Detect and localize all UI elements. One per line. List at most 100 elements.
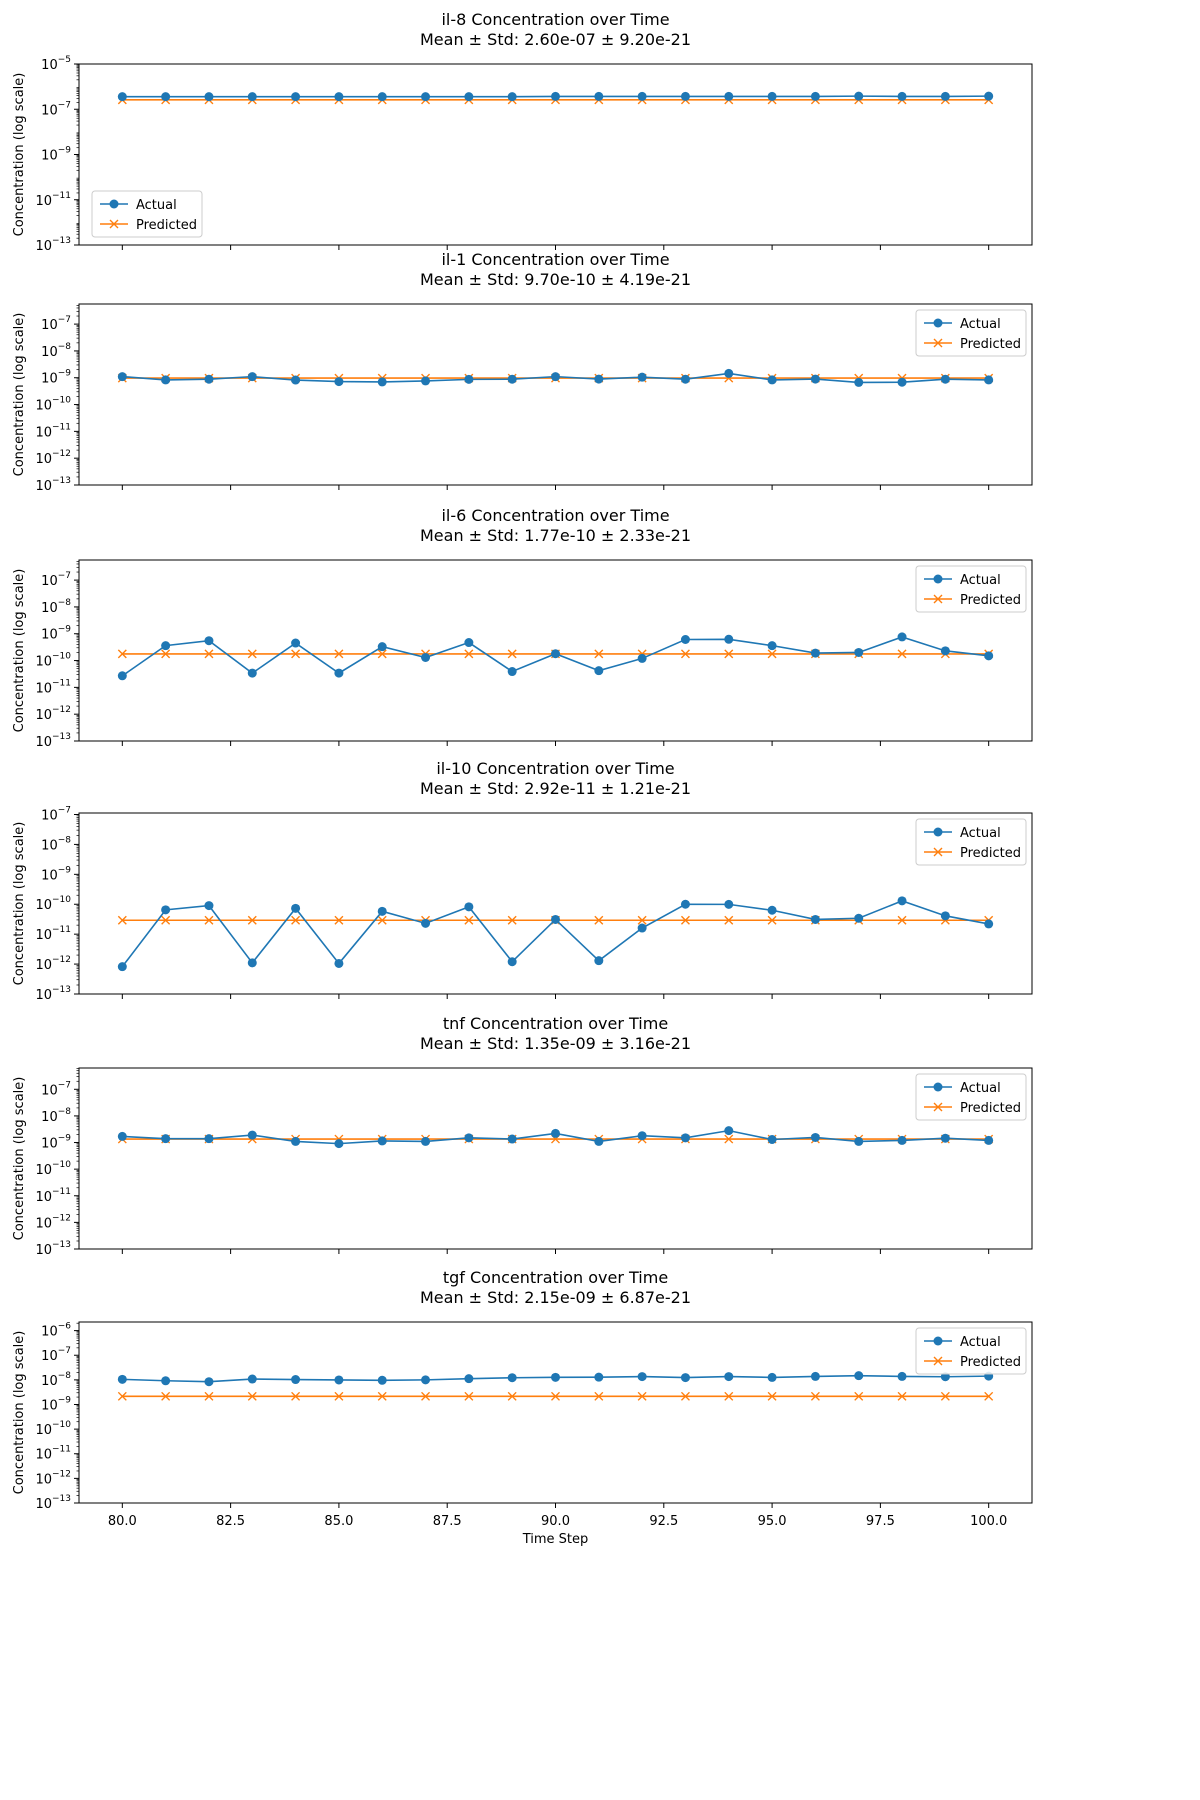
y-tick-label: 10−11	[35, 1187, 71, 1205]
data-point-actual	[247, 1130, 257, 1140]
data-point-predicted	[724, 649, 734, 659]
y-tick-label: 10−7	[41, 315, 71, 333]
y-tick-label: 10−10	[35, 652, 71, 670]
data-point-predicted	[464, 649, 474, 659]
x-tick-label: 100.0	[970, 1514, 1007, 1529]
data-point-actual	[247, 1374, 257, 1384]
data-point-actual	[637, 923, 647, 933]
data-point-actual	[940, 1133, 950, 1143]
legend-label: Actual	[960, 1081, 1001, 1096]
x-axis-label: Time Step	[522, 1532, 589, 1547]
data-point-actual	[984, 375, 994, 385]
data-point-actual	[680, 634, 690, 644]
data-point-actual	[854, 1136, 864, 1146]
data-point-predicted	[291, 915, 301, 925]
data-point-predicted	[724, 1134, 734, 1144]
data-point-predicted	[897, 649, 907, 659]
legend-marker	[933, 574, 943, 584]
y-tick-label: 10−12	[35, 705, 71, 723]
data-point-actual	[117, 1131, 127, 1141]
data-point-predicted	[334, 1391, 344, 1401]
chart-title: il-6 Concentration over Time	[441, 506, 669, 525]
data-point-actual	[854, 377, 864, 387]
data-point-actual	[377, 642, 387, 652]
y-axis-label: Concentration (log scale)	[12, 822, 27, 986]
data-point-actual	[464, 902, 474, 912]
data-point-actual	[161, 375, 171, 385]
data-point-actual	[117, 1374, 127, 1384]
y-tick-label: 10−10	[35, 1420, 71, 1438]
data-point-actual	[854, 91, 864, 101]
data-point-predicted	[897, 1391, 907, 1401]
data-point-predicted	[594, 915, 604, 925]
data-point-actual	[204, 1134, 214, 1144]
data-point-predicted	[767, 915, 777, 925]
legend: Actual Predicted	[915, 565, 1027, 613]
y-tick-label: 10−13	[35, 985, 71, 1003]
data-point-actual	[767, 641, 777, 651]
y-tick-label: 10−13	[35, 1494, 71, 1512]
y-tick-label: 10−13	[35, 476, 71, 494]
data-point-actual	[767, 1134, 777, 1144]
data-point-predicted	[767, 1391, 777, 1401]
data-point-actual	[464, 374, 474, 384]
data-point-actual	[204, 374, 214, 384]
data-point-predicted	[161, 1391, 171, 1401]
data-point-predicted	[334, 915, 344, 925]
data-point-actual	[940, 911, 950, 921]
legend-label: Actual	[960, 826, 1001, 841]
legend-marker	[933, 1082, 943, 1092]
plot-frame	[78, 1321, 1033, 1504]
x-tick-label: 82.5	[216, 1514, 245, 1529]
data-point-actual	[204, 636, 214, 646]
legend: Actual Predicted	[915, 309, 1027, 357]
data-point-actual	[594, 1136, 604, 1146]
data-point-actual	[507, 1134, 517, 1144]
y-tick-label: 10−11	[35, 422, 71, 440]
data-point-actual	[291, 903, 301, 913]
data-point-actual	[680, 91, 690, 101]
data-point-predicted	[377, 1391, 387, 1401]
data-point-actual	[377, 1136, 387, 1146]
data-point-actual	[291, 638, 301, 648]
chart-title: tnf Concentration over Time	[443, 1014, 668, 1033]
x-tick-label: 87.5	[433, 1514, 462, 1529]
data-point-actual	[204, 901, 214, 911]
data-point-actual	[767, 1372, 777, 1382]
data-point-actual	[117, 962, 127, 972]
data-point-predicted	[377, 915, 387, 925]
data-point-actual	[551, 914, 560, 924]
data-point-actual	[334, 377, 344, 387]
legend-marker	[109, 219, 119, 229]
data-point-predicted	[161, 915, 171, 925]
data-point-actual	[117, 671, 127, 681]
legend-label: Actual	[960, 317, 1001, 332]
data-point-actual	[724, 634, 734, 644]
data-point-actual	[724, 1372, 734, 1382]
chart-subtitle: Mean ± Std: 2.92e-11 ± 1.21e-21	[420, 779, 691, 798]
legend-label: Predicted	[960, 846, 1021, 861]
legend: Actual Predicted	[915, 1073, 1027, 1121]
data-point-actual	[897, 377, 907, 387]
data-point-predicted	[507, 649, 517, 659]
legend-box	[915, 1073, 1027, 1121]
y-tick-label: 10−9	[41, 865, 71, 883]
plot-frame	[78, 812, 1033, 995]
data-point-actual	[507, 1373, 517, 1383]
x-tick-label: 92.5	[649, 1514, 678, 1529]
legend-marker	[933, 594, 943, 604]
legend-label: Predicted	[136, 218, 197, 233]
data-point-actual	[247, 668, 257, 678]
data-point-actual	[897, 1371, 907, 1381]
data-point-actual	[161, 1376, 171, 1386]
data-point-predicted	[767, 649, 777, 659]
y-tick-label: 10−10	[35, 396, 71, 414]
legend-marker	[933, 1102, 943, 1112]
data-point-actual	[724, 368, 734, 378]
legend-label: Predicted	[960, 1355, 1021, 1370]
legend-label: Predicted	[960, 337, 1021, 352]
data-point-actual	[377, 377, 387, 387]
data-point-actual	[291, 375, 301, 385]
y-axis-label: Concentration (log scale)	[12, 1077, 27, 1241]
